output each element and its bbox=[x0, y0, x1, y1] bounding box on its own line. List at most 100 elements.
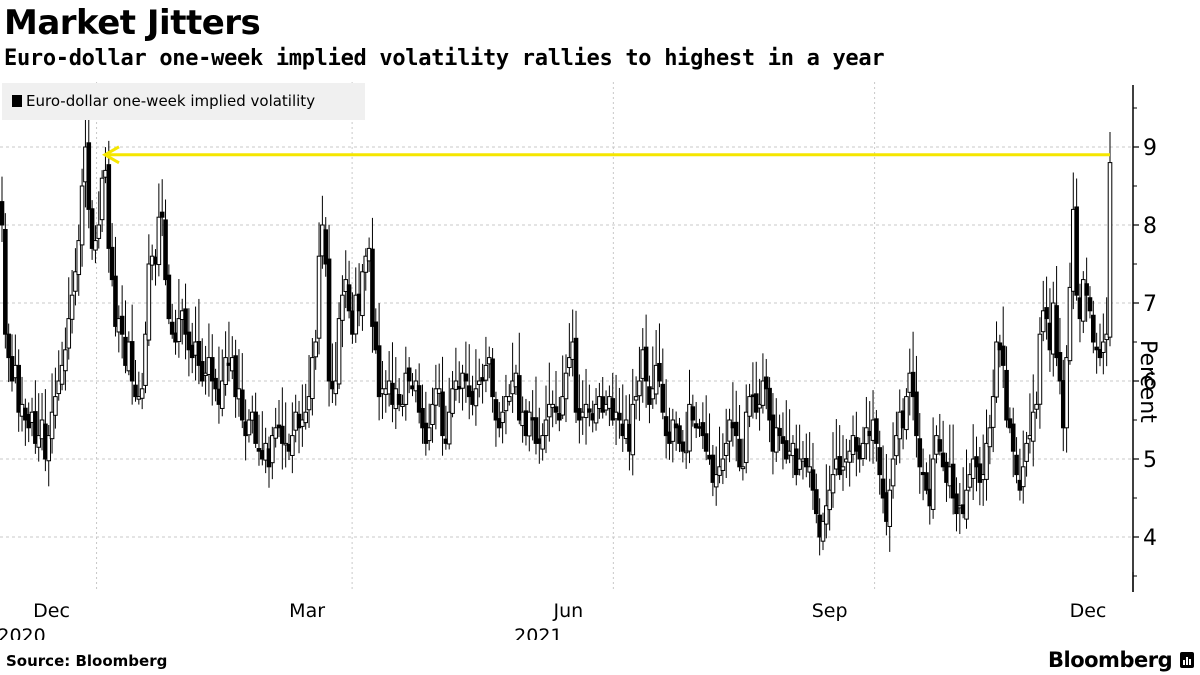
candle-up bbox=[93, 240, 98, 251]
candle-up bbox=[59, 364, 65, 385]
candle-down bbox=[376, 345, 382, 398]
candle-down bbox=[463, 373, 469, 382]
candle-down bbox=[877, 447, 883, 476]
candle-down bbox=[16, 364, 21, 413]
candle-up bbox=[563, 372, 569, 400]
candle-down bbox=[209, 357, 215, 382]
candle-up bbox=[930, 458, 936, 510]
candle-up bbox=[824, 505, 829, 525]
legend: Euro-dollar one-week implied volatility bbox=[2, 83, 365, 120]
candle-up bbox=[290, 435, 295, 456]
y-axis-label: Percent bbox=[1135, 340, 1160, 423]
candle-up bbox=[860, 442, 866, 460]
candle-down bbox=[239, 389, 245, 421]
candle-up bbox=[313, 341, 319, 358]
candle-down bbox=[810, 469, 816, 491]
candle-down bbox=[420, 407, 425, 429]
candle-down bbox=[573, 337, 579, 413]
candle-down bbox=[199, 361, 205, 382]
candle-down bbox=[346, 284, 352, 312]
candle-up bbox=[76, 240, 82, 276]
candle-up bbox=[306, 396, 312, 411]
candle-up bbox=[630, 403, 636, 456]
candle-down bbox=[396, 393, 402, 405]
candle-up bbox=[69, 294, 75, 320]
candle-down bbox=[974, 456, 979, 468]
legend-label: Euro-dollar one-week implied volatility bbox=[26, 92, 316, 110]
candle-down bbox=[163, 219, 168, 281]
candle-down bbox=[0, 201, 5, 226]
candle-up bbox=[797, 458, 802, 470]
candle-up bbox=[223, 357, 228, 386]
candle-up bbox=[446, 411, 452, 445]
candle-down bbox=[33, 411, 38, 444]
candle-up bbox=[300, 419, 305, 427]
candle-down bbox=[617, 412, 622, 421]
candle-down bbox=[643, 346, 649, 382]
candle-down bbox=[373, 321, 379, 351]
candle-down bbox=[253, 411, 258, 444]
candle-down bbox=[940, 452, 946, 468]
candle-up bbox=[426, 427, 432, 442]
candle-down bbox=[1094, 346, 1099, 351]
y-tick-label: 5 bbox=[1143, 448, 1157, 473]
candle-up bbox=[436, 388, 442, 394]
candle-up bbox=[353, 294, 359, 335]
candle-up bbox=[1107, 162, 1113, 338]
candle-up bbox=[687, 403, 692, 452]
candle-down bbox=[496, 418, 502, 429]
candle-down bbox=[924, 472, 929, 491]
candle-down bbox=[783, 440, 789, 460]
candle-down bbox=[323, 229, 329, 265]
candle-down bbox=[169, 321, 175, 335]
chart-icon bbox=[1180, 652, 1194, 668]
candle-down bbox=[657, 362, 662, 382]
candle-up bbox=[246, 419, 252, 436]
candle-up bbox=[53, 396, 58, 416]
candle-up bbox=[994, 341, 999, 398]
y-tick-label: 8 bbox=[1143, 214, 1157, 239]
candle-up bbox=[340, 294, 345, 321]
candle-down bbox=[406, 367, 412, 382]
candle-up bbox=[713, 474, 719, 488]
candle-up bbox=[683, 450, 689, 454]
candle-up bbox=[453, 380, 459, 390]
candle-up bbox=[593, 403, 599, 424]
candle-up bbox=[146, 263, 152, 341]
candle-down bbox=[109, 246, 115, 281]
candle-up bbox=[1040, 310, 1046, 333]
candle-up bbox=[56, 380, 62, 395]
candle-down bbox=[917, 438, 923, 468]
candle-down bbox=[690, 406, 696, 421]
candle-down bbox=[587, 408, 592, 413]
candle-down bbox=[1084, 283, 1089, 296]
candle-up bbox=[433, 388, 439, 406]
candle-down bbox=[490, 358, 495, 398]
x-tick-label: Sep bbox=[812, 600, 848, 622]
candle-down bbox=[416, 385, 422, 413]
candle-down bbox=[700, 422, 706, 437]
candle-up bbox=[400, 403, 405, 407]
candle-up bbox=[79, 185, 85, 246]
candle-down bbox=[1010, 423, 1016, 452]
candle-up bbox=[987, 427, 993, 448]
candle-up bbox=[219, 380, 225, 409]
candle-down bbox=[3, 228, 8, 335]
candle-down bbox=[280, 425, 285, 444]
candle-up bbox=[430, 403, 435, 426]
candle-up bbox=[270, 435, 275, 464]
candle-down bbox=[133, 384, 138, 398]
candle-down bbox=[159, 211, 165, 218]
candle-up bbox=[527, 411, 532, 437]
candle-up bbox=[143, 333, 148, 386]
candle-up bbox=[333, 380, 339, 395]
candle-down bbox=[89, 208, 95, 249]
candle-down bbox=[166, 274, 172, 320]
candle-up bbox=[760, 380, 766, 406]
candle-down bbox=[186, 331, 192, 351]
candle-up bbox=[887, 489, 893, 527]
candle-down bbox=[1054, 305, 1059, 359]
candle-up bbox=[176, 318, 182, 343]
candle-down bbox=[557, 413, 562, 421]
candle-down bbox=[950, 463, 956, 499]
